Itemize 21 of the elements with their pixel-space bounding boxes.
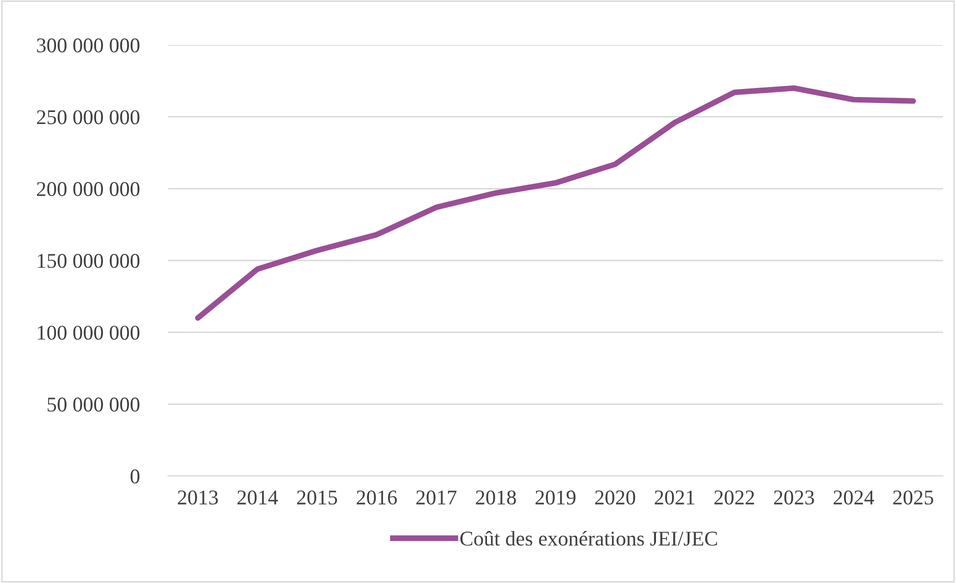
x-tick-label: 2022 xyxy=(714,490,754,505)
y-tick-label: 0 xyxy=(130,469,140,484)
y-tick-label: 200 000 000 xyxy=(36,182,140,196)
x-tick-label: 2016 xyxy=(356,490,397,505)
x-tick-label: 2024 xyxy=(834,490,874,505)
x-tick-label: 2021 xyxy=(654,490,694,505)
x-tick-label: 2019 xyxy=(536,490,576,505)
x-tick-label: 2025 xyxy=(893,490,934,505)
x-tick-label: 2020 xyxy=(595,490,636,505)
x-tick-label: 2014 xyxy=(238,490,278,505)
y-tick-label: 100 000 000 xyxy=(38,326,140,340)
y-tick-label: 150 000 000 xyxy=(38,254,140,268)
y-tick-label: 250 000 000 xyxy=(36,110,140,124)
x-tick-label: 2018 xyxy=(476,490,516,505)
x-tick-label: 2017 xyxy=(416,490,457,505)
legend-label: Coût des exonérations JEI/JEC xyxy=(460,530,718,546)
y-tick-label: 300 000 000 xyxy=(37,38,140,52)
x-tick-label: 2015 xyxy=(297,490,338,505)
x-tick-label: 2013 xyxy=(178,490,218,505)
x-tick-label: 2023 xyxy=(774,490,814,505)
y-tick-label: 50 000 000 xyxy=(48,398,140,412)
